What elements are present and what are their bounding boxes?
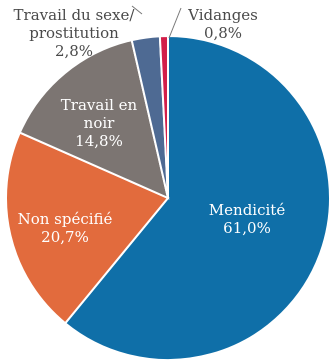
slice-label-travail-noir-line1: Travail en [61, 96, 138, 114]
slice-value-mendicite: 61,0% [223, 219, 271, 237]
pie-slices [5, 34, 331, 361]
pie-slice-travail-noir [18, 38, 170, 200]
slice-label-travail-sexe-line1: Travail du sexe/ [14, 6, 136, 24]
pie-slice-vidanges [158, 34, 169, 199]
slice-value-travail-noir: 14,8% [75, 132, 123, 150]
pie-slice-mendicite [63, 34, 331, 361]
leader-line-travail-sexe [131, 5, 143, 15]
slice-value-travail-sexe: 2,8% [55, 42, 93, 60]
slice-value-vidanges: 0,8% [204, 24, 242, 42]
slice-label-vidanges: Vidanges [187, 6, 258, 24]
slice-value-non-specifie: 20,7% [41, 228, 89, 246]
leader-line-vidanges [168, 7, 182, 39]
slice-label-travail-sexe-line2: prostitution [29, 24, 119, 42]
slice-label-travail-noir-line2: noir [84, 114, 115, 132]
slice-label-mendicite: Mendicité [209, 201, 286, 219]
slice-label-non-specifie: Non spécifié [18, 210, 113, 228]
